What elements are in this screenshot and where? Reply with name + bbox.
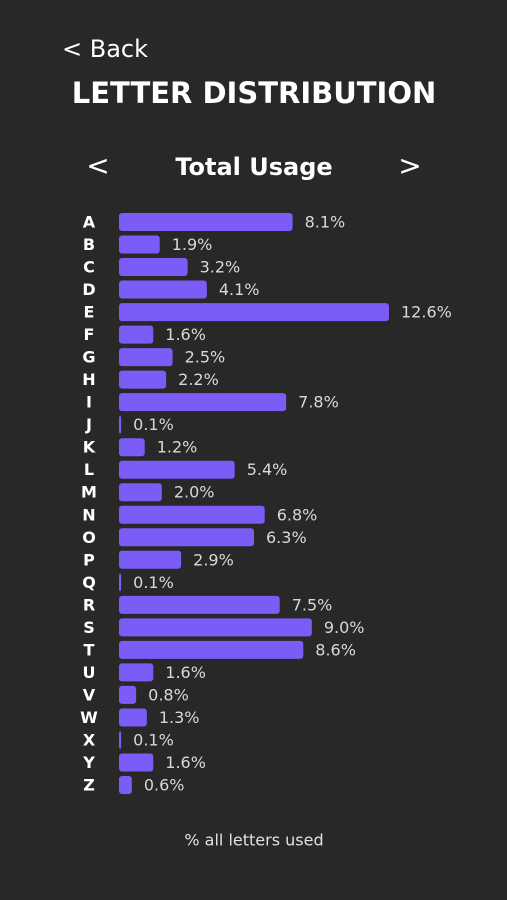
value-label: 1.6% xyxy=(165,325,206,344)
bar xyxy=(119,348,173,367)
value-label: 1.2% xyxy=(157,438,198,457)
category-label: J xyxy=(85,415,92,434)
category-label: C xyxy=(83,258,95,277)
bar xyxy=(119,483,162,502)
value-label: 2.5% xyxy=(185,348,226,367)
bar xyxy=(119,708,147,727)
bar xyxy=(119,213,293,231)
bar xyxy=(119,573,122,592)
page-title: LETTER DISTRIBUTION xyxy=(72,76,437,110)
chart-caption: % all letters used xyxy=(184,831,323,850)
category-label: V xyxy=(83,685,96,704)
bar xyxy=(119,258,188,277)
category-label: I xyxy=(86,393,92,412)
value-label: 1.3% xyxy=(159,708,200,727)
value-label: 0.8% xyxy=(148,685,189,704)
category-label: B xyxy=(83,235,95,254)
value-label: 6.3% xyxy=(266,528,307,547)
category-label: Z xyxy=(83,776,95,795)
bar xyxy=(119,550,182,569)
bar xyxy=(119,303,389,322)
value-label: 9.0% xyxy=(324,618,365,637)
category-label: Y xyxy=(82,753,95,772)
category-label: Q xyxy=(82,573,96,592)
category-label: M xyxy=(81,483,97,502)
value-label: 2.2% xyxy=(178,370,219,389)
value-label: 8.6% xyxy=(315,640,356,659)
category-label: X xyxy=(83,730,96,749)
value-label: 6.8% xyxy=(277,505,318,524)
value-label: 0.6% xyxy=(144,776,185,795)
bar xyxy=(119,370,167,389)
value-label: 2.9% xyxy=(193,550,234,569)
prev-button[interactable]: < xyxy=(86,149,109,182)
bar xyxy=(119,528,254,547)
value-label: 8.1% xyxy=(305,213,346,232)
bar xyxy=(119,280,207,299)
category-label: H xyxy=(82,370,95,389)
bar xyxy=(119,460,235,479)
value-label: 7.5% xyxy=(292,595,333,614)
category-label: K xyxy=(83,438,96,457)
bar xyxy=(119,640,304,659)
value-label: 1.6% xyxy=(165,663,206,682)
bar xyxy=(119,415,122,434)
bar xyxy=(119,730,122,749)
category-label: F xyxy=(84,325,95,344)
value-label: 7.8% xyxy=(298,393,339,412)
value-label: 5.4% xyxy=(247,460,288,479)
bar xyxy=(119,618,312,637)
value-label: 0.1% xyxy=(133,573,174,592)
value-label: 1.9% xyxy=(172,235,213,254)
category-label: R xyxy=(83,595,95,614)
value-label: 12.6% xyxy=(401,303,452,322)
category-label: G xyxy=(82,348,95,367)
bar xyxy=(119,663,154,682)
view-label: Total Usage xyxy=(175,153,332,181)
value-label: 0.1% xyxy=(133,730,174,749)
category-label: D xyxy=(82,280,95,299)
value-label: 4.1% xyxy=(219,280,260,299)
category-label: N xyxy=(82,505,95,524)
bar xyxy=(119,393,287,412)
bar xyxy=(119,753,154,772)
value-label: 3.2% xyxy=(200,258,241,277)
category-label: L xyxy=(84,460,94,479)
category-label: U xyxy=(83,663,96,682)
bar xyxy=(119,325,154,344)
category-label: O xyxy=(82,528,96,547)
value-label: 0.1% xyxy=(133,415,174,434)
bar xyxy=(119,505,265,524)
bar xyxy=(119,685,137,704)
next-button[interactable]: > xyxy=(398,149,421,182)
bar xyxy=(119,235,160,254)
category-label: T xyxy=(84,640,95,659)
value-label: 2.0% xyxy=(174,483,215,502)
bar xyxy=(119,438,145,457)
value-label: 1.6% xyxy=(165,753,206,772)
category-label: P xyxy=(83,550,95,569)
category-label: E xyxy=(84,303,95,322)
category-label: W xyxy=(80,708,98,727)
back-button[interactable]: < Back xyxy=(62,35,148,63)
bar xyxy=(119,595,280,614)
category-label: S xyxy=(83,618,95,637)
category-label: A xyxy=(83,213,96,232)
bar xyxy=(119,776,132,794)
